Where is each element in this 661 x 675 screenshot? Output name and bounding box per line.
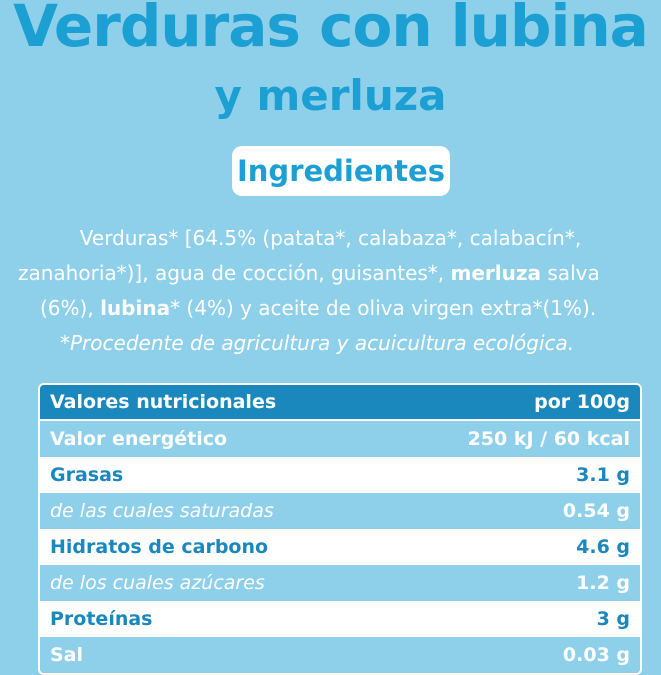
nutrient-value: 1.2 g xyxy=(576,572,630,594)
nutrient-label: de las cuales saturadas xyxy=(50,500,274,522)
nutrient-label: Hidratos de carbono xyxy=(50,536,269,558)
ingredients-line-3: (6%), lubina* (4%) y aceite de oliva vir… xyxy=(40,295,661,321)
nutrient-label: Proteínas xyxy=(50,608,153,630)
nutrient-value: 0.54 g xyxy=(562,500,630,522)
nutrition-table: Valores nutricionales por 100g Valor ene… xyxy=(38,383,642,675)
nutrition-header-value: por 100g xyxy=(534,391,630,413)
nutrient-label: Valor energético xyxy=(50,428,228,450)
nutrition-row: Hidratos de carbono 4.6 g xyxy=(40,529,640,565)
ingredients-line-1: Verduras* [64.5% (patata*, calabaza*, ca… xyxy=(0,225,661,251)
product-title: Verduras con lubina xyxy=(13,0,649,60)
nutrition-row: Valor energético 250 kJ / 60 kcal xyxy=(40,421,640,457)
nutrient-label: de los cuales azúcares xyxy=(50,572,265,594)
ingredients-text: * (4%) y aceite de oliva virgen extra*(1… xyxy=(170,296,597,320)
nutrient-value: 3.1 g xyxy=(576,464,630,486)
nutrition-header-row: Valores nutricionales por 100g xyxy=(40,385,640,421)
ingredients-text: (6%), xyxy=(40,296,101,320)
nutrient-label: Sal xyxy=(50,644,84,666)
nutrient-value: 3 g xyxy=(596,608,630,630)
nutrient-value: 0.03 g xyxy=(562,644,630,666)
ingredients-text: salva xyxy=(541,261,600,285)
nutrition-row: Grasas 3.1 g xyxy=(40,457,640,493)
nutrition-row: de las cuales saturadas 0.54 g xyxy=(40,493,640,529)
nutrition-row: Sal 0.03 g xyxy=(40,637,640,673)
nutrient-value: 4.6 g xyxy=(576,536,630,558)
nutrition-row: de los cuales azúcares 1.2 g xyxy=(40,565,640,601)
organic-note: *Procedente de agricultura y acuicultura… xyxy=(60,331,575,355)
ingredients-badge: Ingredientes xyxy=(232,146,450,196)
ingredients-text: Verduras* [64.5% (patata*, calabaza*, ca… xyxy=(79,226,582,250)
ingredients-bold: merluza xyxy=(450,261,542,285)
product-subtitle: y merluza xyxy=(214,71,447,120)
ingredients-text: zanahoria*)], agua de cocción, guisantes… xyxy=(18,261,451,285)
ingredients-note: *Procedente de agricultura y acuicultura… xyxy=(60,330,661,356)
nutrition-header-label: Valores nutricionales xyxy=(50,391,277,413)
nutrient-label: Grasas xyxy=(50,464,124,486)
ingredients-bold: lubina xyxy=(100,296,171,320)
ingredients-line-2: zanahoria*)], agua de cocción, guisantes… xyxy=(18,260,661,286)
nutrition-row: Proteínas 3 g xyxy=(40,601,640,637)
nutrient-value: 250 kJ / 60 kcal xyxy=(467,428,630,450)
